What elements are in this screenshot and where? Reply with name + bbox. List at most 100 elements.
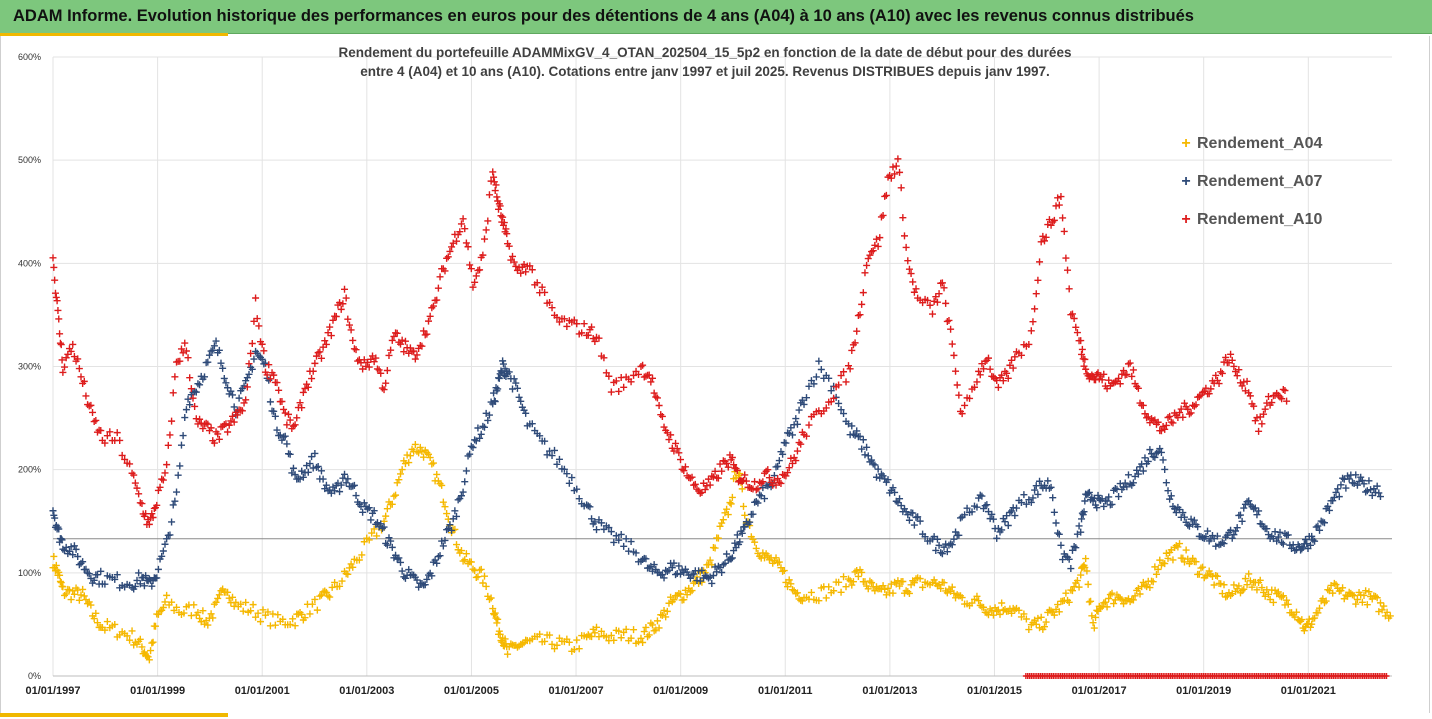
data-point [573, 636, 581, 644]
data-point [902, 243, 910, 251]
data-point [1054, 601, 1062, 609]
data-point [230, 403, 238, 411]
data-point [500, 219, 508, 227]
data-point [75, 596, 83, 604]
data-point [405, 349, 413, 357]
data-point [1367, 486, 1375, 494]
data-point [1103, 603, 1111, 611]
data-point [1308, 532, 1316, 540]
data-point [670, 596, 678, 604]
legend-item-a10: + Rendement_A10 [1178, 201, 1322, 239]
data-point [448, 243, 456, 251]
data-point [342, 479, 350, 487]
data-point [1192, 401, 1200, 409]
data-point [787, 424, 795, 432]
data-point [360, 499, 368, 507]
data-point [868, 579, 876, 587]
data-point [89, 408, 97, 416]
data-point [387, 346, 395, 354]
data-point [77, 559, 85, 567]
chart-title-line-2: entre 4 (A04) et 10 ans (A10). Cotations… [360, 64, 1050, 79]
data-point [998, 371, 1006, 379]
data-point [158, 475, 166, 483]
data-point [308, 375, 316, 383]
data-point [1017, 351, 1025, 359]
data-point [336, 299, 344, 307]
data-point [373, 532, 381, 540]
data-point [415, 449, 423, 457]
data-point [1218, 590, 1226, 598]
data-point [413, 351, 421, 359]
data-point [84, 600, 92, 608]
data-point [910, 521, 918, 529]
data-point [298, 610, 306, 618]
data-point [286, 450, 294, 458]
banner-title: ADAM Informe. Evolution historique des p… [13, 7, 1194, 25]
data-point [230, 418, 238, 426]
data-point [595, 334, 603, 342]
data-point [70, 590, 78, 598]
data-point [1032, 620, 1040, 628]
data-point [909, 278, 917, 286]
data-point [645, 631, 653, 639]
data-point [1092, 613, 1100, 621]
data-point [471, 278, 479, 286]
data-point [54, 306, 62, 314]
data-point [1054, 194, 1062, 202]
data-point [459, 215, 467, 223]
data-point [851, 431, 859, 439]
data-point [253, 315, 261, 323]
data-point [1080, 508, 1088, 516]
data-point [945, 316, 953, 324]
data-point [176, 462, 184, 470]
data-point [491, 187, 499, 195]
data-point [662, 613, 670, 621]
data-point [1081, 563, 1089, 571]
data-point [716, 460, 724, 468]
data-point [1245, 497, 1253, 505]
data-point [194, 420, 202, 428]
data-point [207, 610, 215, 618]
data-point [1199, 563, 1207, 571]
data-point [1383, 608, 1391, 616]
data-point [372, 354, 380, 362]
x-tick-label: 01/01/2003 [339, 685, 394, 697]
data-point [398, 466, 406, 474]
data-point [937, 585, 945, 593]
x-tick-label: 01/01/2011 [758, 685, 812, 697]
data-point [691, 480, 699, 488]
data-point [467, 558, 475, 566]
data-point [1162, 479, 1170, 487]
data-point [1040, 237, 1048, 245]
data-point [1238, 517, 1246, 525]
data-point [1255, 507, 1263, 515]
data-point [846, 365, 854, 373]
data-point [1246, 577, 1254, 585]
data-point [1027, 327, 1035, 335]
data-point [275, 386, 283, 394]
data-point [336, 488, 344, 496]
data-point [201, 373, 209, 381]
zero-point [1383, 673, 1390, 679]
data-point [950, 589, 958, 597]
data-point [1152, 449, 1160, 457]
data-point [805, 382, 813, 390]
data-point [196, 415, 204, 423]
data-point [966, 394, 974, 402]
data-point [401, 337, 409, 345]
data-point [526, 262, 534, 270]
y-tick-label: 300% [18, 362, 41, 372]
data-point [993, 534, 1001, 542]
data-point [730, 461, 738, 469]
data-point [1306, 541, 1314, 549]
data-point [565, 638, 573, 646]
data-point [792, 457, 800, 465]
data-point [74, 553, 82, 561]
data-point [602, 633, 610, 641]
data-point [1020, 491, 1028, 499]
data-point [1093, 504, 1101, 512]
data-point [919, 583, 927, 591]
data-point [474, 573, 482, 581]
data-point [1264, 590, 1272, 598]
